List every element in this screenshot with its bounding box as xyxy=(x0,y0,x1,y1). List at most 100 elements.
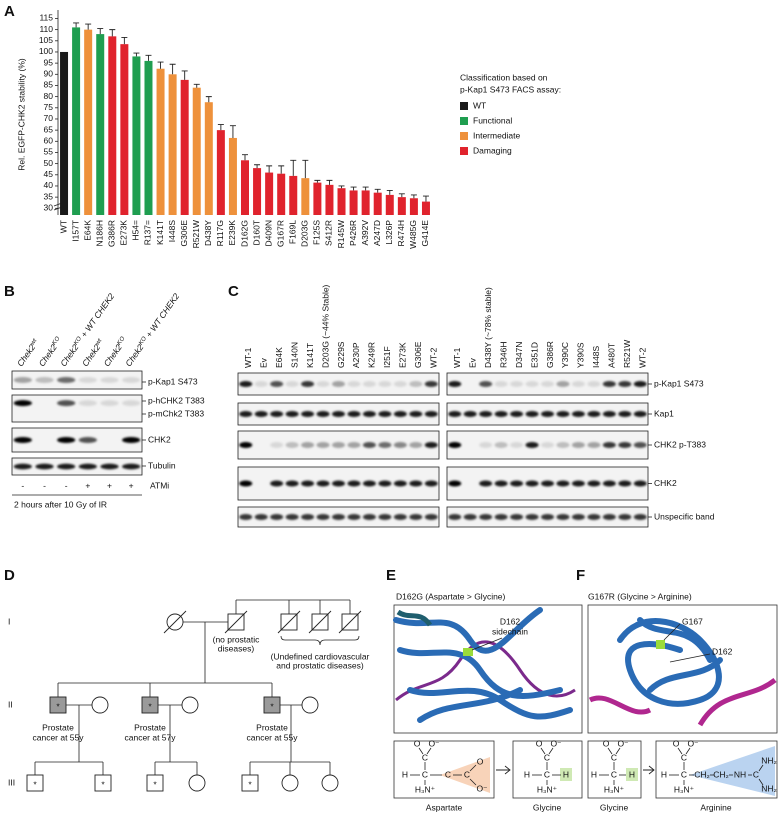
band xyxy=(285,381,299,387)
band xyxy=(239,411,253,417)
row-label: p-mChk2 T383 xyxy=(148,408,204,418)
band xyxy=(448,411,462,417)
error-bar xyxy=(181,70,188,80)
x-tick-label: G167R xyxy=(275,220,285,247)
legend-swatch xyxy=(460,132,468,140)
band xyxy=(362,442,376,448)
error-bar xyxy=(205,96,212,103)
band xyxy=(78,463,97,470)
lane-label: A480T xyxy=(607,343,617,368)
female xyxy=(321,774,339,792)
band xyxy=(270,480,284,487)
band xyxy=(618,480,632,487)
band xyxy=(633,381,647,387)
band xyxy=(510,411,524,417)
x-tick-label: L326P xyxy=(384,220,394,245)
x-tick-label: F169L xyxy=(288,220,298,244)
lane-label: E64K xyxy=(274,347,284,368)
band xyxy=(618,442,632,448)
band xyxy=(479,411,493,417)
band xyxy=(100,400,119,407)
band xyxy=(633,411,647,417)
female xyxy=(91,696,109,714)
y-tick-label: 80 xyxy=(44,91,54,101)
bar xyxy=(96,34,105,215)
highlight xyxy=(560,768,572,781)
band xyxy=(78,400,97,407)
band xyxy=(122,463,141,470)
row-label: CHK2 xyxy=(654,478,677,488)
error-bar xyxy=(97,28,104,35)
bar xyxy=(349,190,358,215)
x-tick-label: WT xyxy=(58,220,68,233)
atom: O xyxy=(603,738,610,748)
treatment-sign: - xyxy=(65,480,68,490)
lane-label: WT-2 xyxy=(638,347,648,368)
band xyxy=(571,480,585,487)
band xyxy=(541,411,554,417)
band xyxy=(285,442,299,448)
x-tick-label: A392V xyxy=(360,220,370,246)
band xyxy=(239,381,253,387)
atom: C xyxy=(422,769,428,779)
x-tick-label: H54= xyxy=(131,220,141,241)
row-label: p-hCHK2 T383 xyxy=(148,395,205,405)
panel-label: B xyxy=(4,283,15,300)
bar xyxy=(132,56,141,215)
band xyxy=(571,442,585,448)
band xyxy=(479,381,493,387)
blot xyxy=(11,427,143,453)
sidechain xyxy=(656,640,665,649)
band xyxy=(479,442,493,448)
ribbon xyxy=(617,617,723,707)
error-bar xyxy=(422,195,429,202)
error-bar xyxy=(266,165,273,173)
bar xyxy=(180,79,189,215)
band xyxy=(100,463,119,470)
bar xyxy=(120,44,129,216)
band xyxy=(362,480,376,487)
male xyxy=(263,696,281,714)
brace xyxy=(280,635,360,646)
band xyxy=(424,514,438,520)
band xyxy=(332,514,345,520)
band xyxy=(347,411,361,417)
callout: D162 xyxy=(500,616,521,626)
atom: NH₂ xyxy=(761,755,777,765)
highlight xyxy=(440,757,490,793)
atom: H₃N⁺ xyxy=(604,784,625,794)
band xyxy=(362,514,376,520)
band xyxy=(239,514,253,520)
lane-label: E273K xyxy=(398,342,408,368)
band xyxy=(602,514,616,520)
line xyxy=(418,747,424,755)
band xyxy=(378,411,392,417)
error-bar xyxy=(229,125,236,138)
atom: C xyxy=(681,752,687,762)
x-tick-label: I157T xyxy=(70,220,80,242)
band xyxy=(541,442,554,448)
band xyxy=(448,442,462,448)
bar xyxy=(216,130,225,215)
band xyxy=(424,381,438,387)
caption: 2 hours after 10 Gy of IR xyxy=(14,499,107,509)
atom: C xyxy=(422,752,428,762)
treatment-sign: - xyxy=(21,480,24,490)
callout: G167 xyxy=(682,616,703,626)
lane-label: K249R xyxy=(367,342,377,368)
genotype: KO xyxy=(138,335,148,346)
female xyxy=(181,696,199,714)
x-tick-label: E239K xyxy=(227,220,237,246)
x-tick-label: I448S xyxy=(167,220,177,243)
x-tick-label: W485G xyxy=(408,220,418,249)
panel-label: D xyxy=(4,567,15,584)
bar xyxy=(289,175,298,215)
bar xyxy=(421,201,430,215)
residue-name: Aspartate xyxy=(426,802,463,812)
band xyxy=(409,514,423,520)
y-tick-label: 115 xyxy=(39,13,53,23)
lane-label: S140N xyxy=(289,342,299,368)
x-tick-label: N186H xyxy=(94,220,104,246)
generation-label: III xyxy=(8,777,15,787)
atom: H₃N⁺ xyxy=(537,784,558,794)
